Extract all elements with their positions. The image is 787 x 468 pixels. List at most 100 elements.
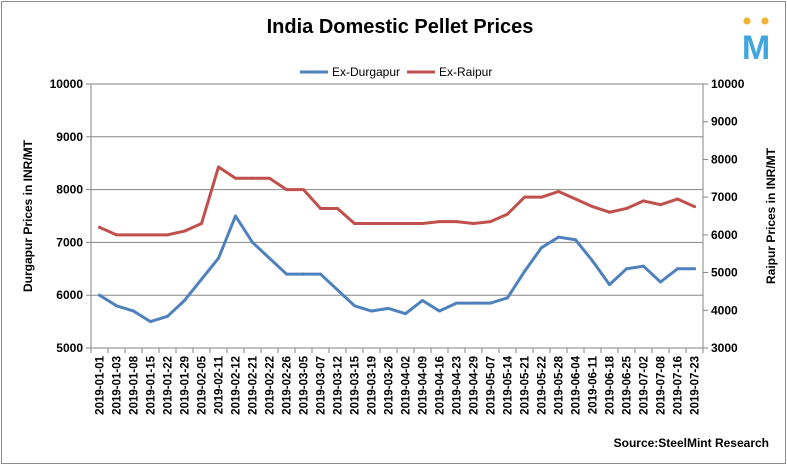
data-point [676, 197, 679, 201]
y-axis-left-ticks: 5000 6000 7000 8000 9000 10000 [50, 77, 91, 355]
data-point [642, 199, 645, 203]
data-point [251, 176, 254, 180]
data-point [676, 267, 679, 271]
data-point [472, 301, 475, 305]
x-tick-label: 2019-02-12 [231, 356, 243, 415]
series-line [98, 165, 696, 237]
x-tick-label: 2019-05-07 [486, 356, 498, 415]
data-point [438, 220, 441, 224]
data-point [132, 309, 135, 313]
x-tick-label: 2019-04-16 [435, 356, 447, 415]
y2-tick-label: 3000 [711, 341, 738, 355]
data-point [659, 280, 662, 284]
series-lines [98, 165, 696, 324]
data-point [574, 238, 577, 242]
data-point [285, 188, 288, 192]
x-tick-label: 2019-01-01 [95, 355, 107, 414]
x-tick-label: 2019-03-12 [333, 356, 345, 415]
data-point [285, 272, 288, 276]
x-tick-label: 2019-04-02 [401, 356, 413, 415]
data-point [98, 225, 101, 229]
x-tick-label: 2019-02-05 [197, 355, 209, 414]
data-point [625, 206, 628, 210]
legend: Ex-Durgapur Ex-Raipur [300, 65, 492, 79]
y-axis-right-ticks: 3000 4000 5000 6000 7000 8000 9000 10000 [703, 77, 745, 355]
series-line [98, 214, 696, 324]
y2-tick-label: 10000 [711, 77, 745, 91]
y2-tick-label: 7000 [711, 190, 738, 204]
data-point [506, 212, 509, 216]
data-point [523, 195, 526, 199]
brand-logo: M [742, 17, 770, 67]
data-point [693, 205, 696, 209]
data-point [251, 240, 254, 244]
x-tick-label: 2019-01-03 [112, 356, 124, 415]
logo-letter: M [742, 29, 770, 67]
y2-tick-label: 6000 [711, 228, 738, 242]
chart-title: India Domestic Pellet Prices [267, 16, 534, 38]
data-point [591, 259, 594, 263]
data-point [421, 298, 424, 302]
data-point [489, 301, 492, 305]
x-tick-label: 2019-05-22 [537, 356, 549, 415]
data-point [132, 233, 135, 237]
y-tick-label: 6000 [56, 288, 83, 302]
data-point [268, 176, 271, 180]
x-tick-label: 2019-03-19 [367, 356, 379, 415]
data-point [455, 220, 458, 224]
x-tick-label: 2019-01-29 [180, 356, 192, 415]
data-point [608, 283, 611, 287]
data-point [217, 256, 220, 260]
plot-area [90, 83, 704, 349]
x-tick-label: 2019-02-11 [214, 355, 226, 414]
y-tick-label: 5000 [56, 341, 83, 355]
data-point [591, 205, 594, 209]
x-tick-label: 2019-02-26 [282, 356, 294, 415]
data-point [115, 233, 118, 237]
x-tick-label: 2019-01-15 [146, 355, 158, 414]
data-point [234, 214, 237, 218]
x-tick-label: 2019-02-21 [248, 355, 260, 414]
data-point [183, 229, 186, 233]
data-point [574, 197, 577, 201]
data-point [183, 298, 186, 302]
y-axis-right-label: Raipur Prices in INR/MT [764, 147, 778, 284]
y-tick-label: 10000 [50, 77, 84, 91]
data-point [302, 272, 305, 276]
legend-label-raipur: Ex-Raipur [439, 65, 492, 79]
data-point [642, 264, 645, 268]
y-tick-label: 9000 [56, 130, 83, 144]
x-axis-ticks: 2019-01-01 2019-01-03 2019-01-08 2019-01-15… [90, 348, 704, 415]
x-tick-label: 2019-04-09 [418, 356, 430, 415]
x-tick-label: 2019-07-23 [690, 356, 702, 415]
source-note: Source:SteelMint Research [614, 436, 769, 450]
data-point [217, 165, 220, 169]
x-tick-label: 2019-05-28 [554, 355, 566, 414]
logo-dot-right [761, 17, 769, 25]
data-point [557, 235, 560, 239]
data-point [200, 277, 203, 281]
x-tick-label: 2019-06-04 [571, 355, 583, 414]
gridlines [91, 136, 703, 296]
x-tick-label: 2019-05-14 [503, 355, 515, 414]
x-tick-label: 2019-07-02 [639, 356, 651, 415]
x-tick-label: 2019-01-22 [163, 356, 175, 415]
data-point [149, 320, 152, 324]
data-point [421, 222, 424, 226]
x-tick-label: 2019-07-16 [673, 356, 685, 415]
data-point [370, 222, 373, 226]
x-tick-label: 2019-03-07 [316, 356, 328, 415]
data-point [506, 296, 509, 300]
data-point [438, 309, 441, 313]
data-point [166, 233, 169, 237]
y2-tick-label: 8000 [711, 152, 738, 166]
x-tick-label: 2019-02-22 [265, 356, 277, 415]
legend-label-durgapur: Ex-Durgapur [332, 65, 400, 79]
data-point [98, 293, 101, 297]
data-point [557, 189, 560, 193]
x-tick-label: 2019-04-23 [452, 356, 464, 415]
data-point [540, 246, 543, 250]
data-point [489, 220, 492, 224]
